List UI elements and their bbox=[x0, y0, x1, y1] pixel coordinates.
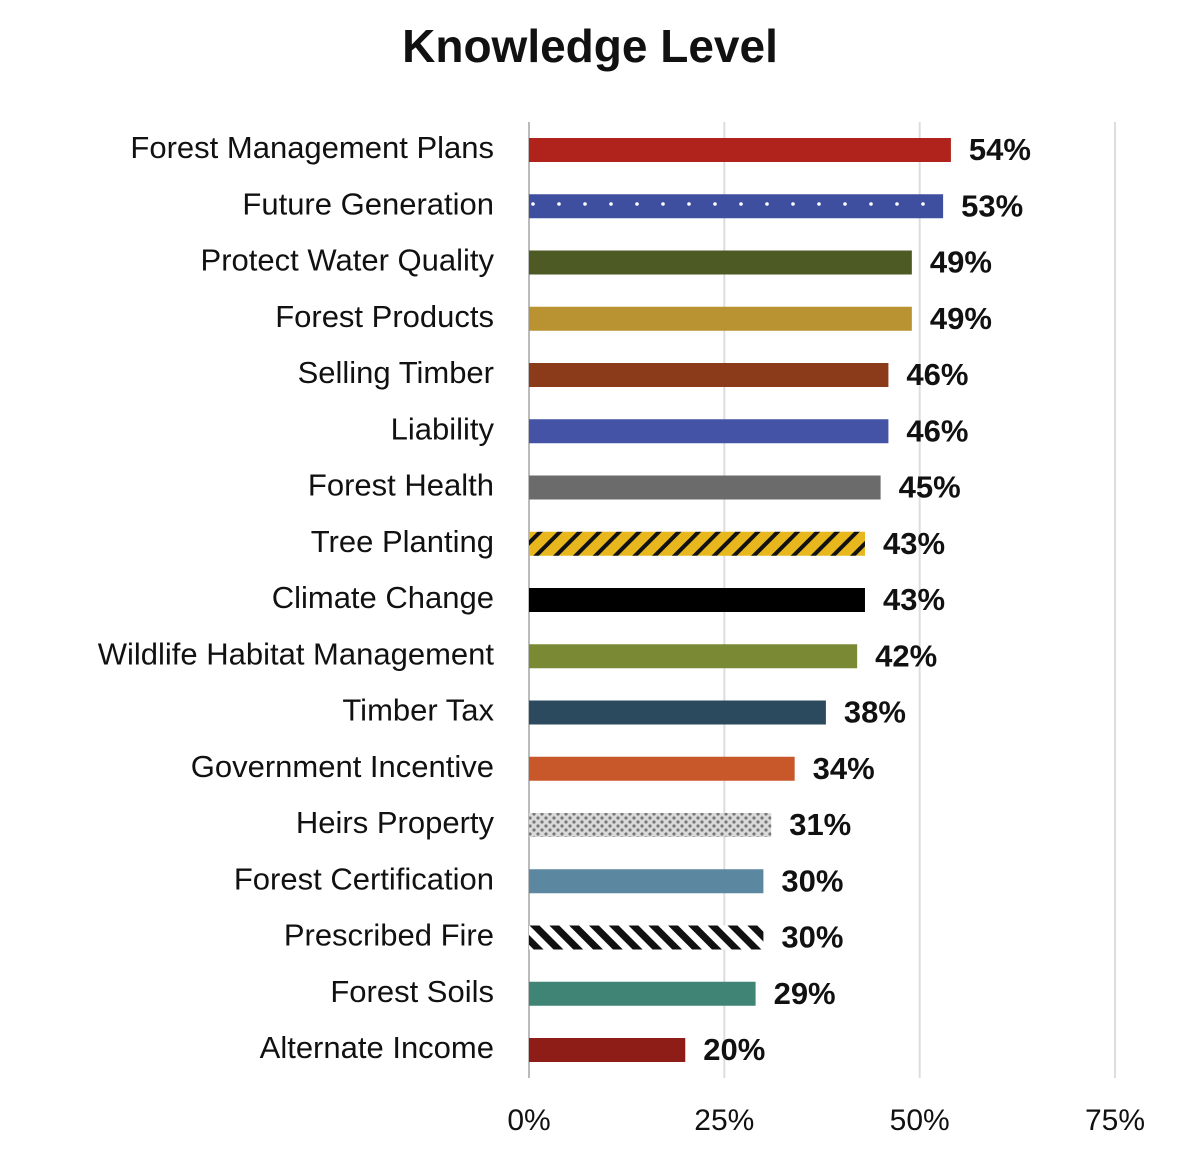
value-label: 49% bbox=[930, 245, 992, 280]
value-label: 31% bbox=[789, 807, 851, 842]
y-tick-label: Tree Planting bbox=[311, 524, 494, 559]
x-tick-label: 50% bbox=[890, 1104, 950, 1137]
bar bbox=[529, 813, 772, 837]
chart-title: Knowledge Level bbox=[402, 20, 778, 72]
y-tick-label: Timber Tax bbox=[342, 693, 494, 728]
y-tick-label: Forest Products bbox=[275, 299, 494, 334]
x-tick-label: 75% bbox=[1085, 1104, 1145, 1137]
bar bbox=[529, 981, 756, 1006]
y-tick-label: Future Generation bbox=[242, 186, 494, 221]
x-tick-label: 25% bbox=[694, 1104, 754, 1137]
y-tick-label: Alternate Income bbox=[260, 1030, 494, 1065]
y-tick-label: Prescribed Fire bbox=[284, 918, 494, 953]
bar bbox=[529, 194, 944, 219]
y-tick-label: Wildlife Habitat Management bbox=[98, 636, 495, 671]
bar bbox=[529, 700, 826, 725]
value-label: 49% bbox=[930, 301, 992, 336]
value-label: 45% bbox=[899, 470, 961, 505]
bar bbox=[529, 138, 951, 162]
y-tick-label: Selling Timber bbox=[298, 355, 494, 390]
y-tick-label: Forest Health bbox=[308, 468, 494, 503]
bar bbox=[529, 869, 764, 894]
bar bbox=[529, 756, 795, 781]
value-label: 46% bbox=[906, 357, 968, 392]
value-label: 20% bbox=[703, 1032, 765, 1067]
bar bbox=[529, 250, 912, 275]
bar bbox=[529, 588, 865, 612]
bar bbox=[529, 306, 912, 331]
value-label: 53% bbox=[961, 188, 1023, 223]
value-label: 42% bbox=[875, 638, 937, 673]
bar bbox=[529, 419, 889, 444]
value-label: 38% bbox=[844, 695, 906, 730]
bar bbox=[529, 1038, 686, 1062]
bar bbox=[529, 363, 889, 387]
value-label: 30% bbox=[781, 863, 843, 898]
bar bbox=[529, 531, 865, 556]
value-label: 43% bbox=[883, 582, 945, 617]
value-label: 29% bbox=[774, 976, 836, 1011]
y-tick-label: Forest Management Plans bbox=[130, 130, 494, 165]
y-tick-label: Forest Certification bbox=[234, 861, 494, 896]
bar bbox=[529, 475, 881, 500]
y-tick-label: Heirs Property bbox=[296, 805, 495, 840]
bar bbox=[529, 925, 764, 950]
y-tick-label: Forest Soils bbox=[330, 974, 494, 1009]
value-label: 30% bbox=[781, 920, 843, 955]
value-label: 34% bbox=[813, 751, 875, 786]
y-tick-label: Government Incentive bbox=[191, 749, 494, 784]
y-tick-label: Liability bbox=[391, 411, 495, 446]
value-label: 54% bbox=[969, 132, 1031, 167]
value-label: 43% bbox=[883, 526, 945, 561]
y-tick-label: Protect Water Quality bbox=[201, 243, 495, 278]
x-tick-label: 0% bbox=[507, 1104, 550, 1137]
bar bbox=[529, 644, 858, 669]
y-tick-label: Climate Change bbox=[272, 580, 494, 615]
value-label: 46% bbox=[906, 413, 968, 448]
